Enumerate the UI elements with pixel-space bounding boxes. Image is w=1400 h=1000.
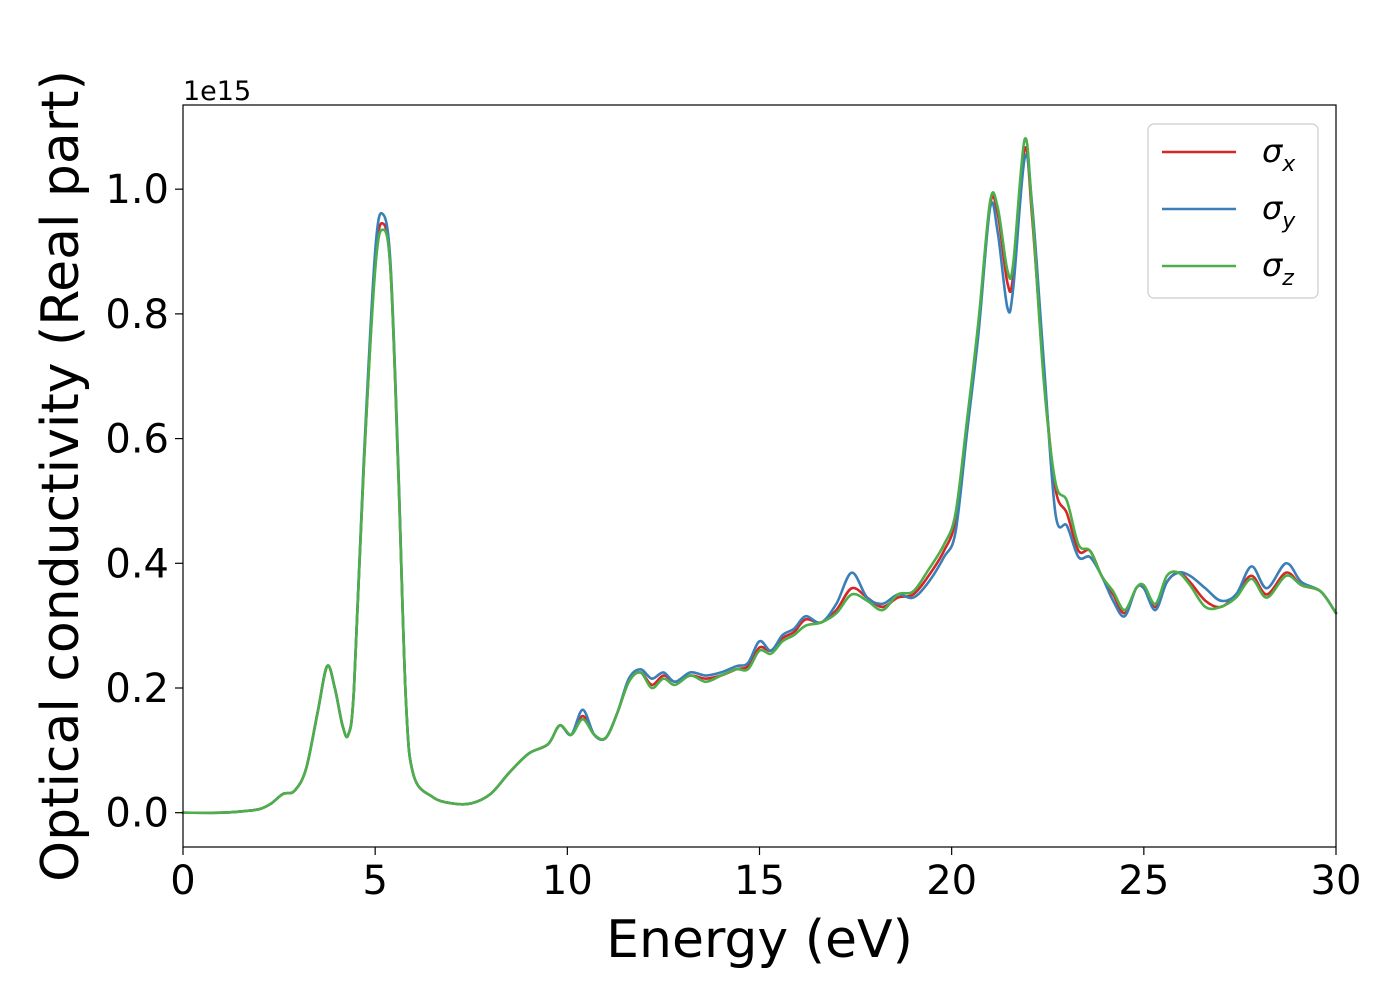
y-tick-label: 0.4 (105, 541, 169, 587)
y-offset-label: 1e15 (183, 76, 251, 107)
x-tick-label: 15 (734, 858, 785, 904)
plot-area-background (183, 105, 1336, 847)
x-tick-label: 0 (170, 858, 195, 904)
y-axis: 0.0 0.2 0.4 0.6 0.8 1.0 (105, 167, 183, 837)
x-tick-label: 10 (542, 858, 593, 904)
x-tick-label: 30 (1311, 858, 1362, 904)
y-tick-label: 1.0 (105, 167, 169, 213)
y-tick-label: 0.8 (105, 292, 169, 338)
x-tick-label: 25 (1118, 858, 1169, 904)
x-tick-label: 20 (926, 858, 977, 904)
series-line-z (181, 136, 1338, 815)
y-tick-label: 0.0 (105, 791, 169, 837)
y-tick-label: 0.2 (105, 666, 169, 712)
series-group (181, 136, 1338, 815)
y-tick-label: 0.6 (105, 417, 169, 463)
legend-box (1147, 123, 1319, 299)
x-axis-title: Energy (eV) (606, 910, 913, 970)
x-axis: 0 5 10 15 20 25 30 (170, 847, 1361, 904)
x-tick-label: 5 (362, 858, 387, 904)
y-axis-title: Optical conductivity (Real part) (31, 70, 91, 882)
